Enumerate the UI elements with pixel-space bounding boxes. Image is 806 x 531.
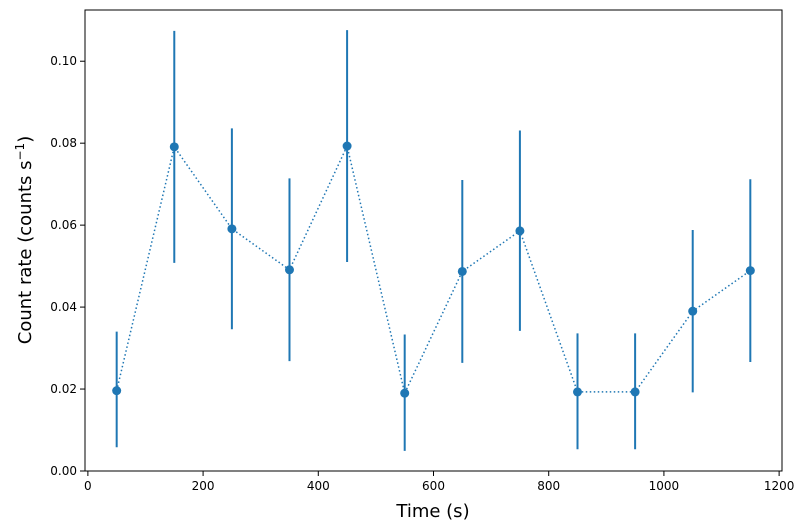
- data-point: [227, 224, 237, 234]
- x-axis-ticks: 0 200 400 600 800 1000 1200: [84, 471, 794, 493]
- y-axis-title-main: Count rate (counts s: [15, 160, 36, 344]
- y-tick-label: 0.08: [50, 136, 77, 150]
- x-tick-label: 0: [84, 479, 92, 493]
- data-point: [457, 266, 467, 276]
- x-tick-label: 400: [307, 479, 330, 493]
- data-point: [284, 265, 294, 275]
- data-point: [169, 142, 179, 152]
- x-tick-label: 800: [537, 479, 560, 493]
- y-axis-title-superscript: −1: [13, 143, 27, 161]
- data-point: [630, 387, 640, 397]
- y-tick-label: 0.06: [50, 218, 77, 232]
- x-tick-label: 200: [192, 479, 215, 493]
- y-axis-ticks: 0.00 0.02 0.04 0.06 0.08 0.10: [50, 54, 85, 478]
- y-tick-label: 0.04: [50, 300, 77, 314]
- data-point: [573, 387, 583, 397]
- y-tick-label: 0.10: [50, 54, 77, 68]
- x-tick-label: 1000: [649, 479, 680, 493]
- x-tick-label: 1200: [764, 479, 795, 493]
- y-tick-label: 0.02: [50, 382, 77, 396]
- x-tick-label: 600: [422, 479, 445, 493]
- data-point: [400, 388, 410, 398]
- data-point: [342, 141, 352, 151]
- data-series: [112, 30, 755, 451]
- series-line: [115, 143, 751, 396]
- y-axis-title: Count rate (counts s−1): [13, 136, 36, 344]
- y-tick-label: 0.00: [50, 464, 77, 478]
- x-axis-title: Time (s): [395, 501, 469, 522]
- data-point: [112, 386, 122, 396]
- plot-frame: [84, 9, 783, 472]
- data-point: [515, 226, 525, 236]
- y-axis-title-close: ): [15, 136, 36, 143]
- data-point: [745, 266, 755, 276]
- data-point: [688, 306, 698, 316]
